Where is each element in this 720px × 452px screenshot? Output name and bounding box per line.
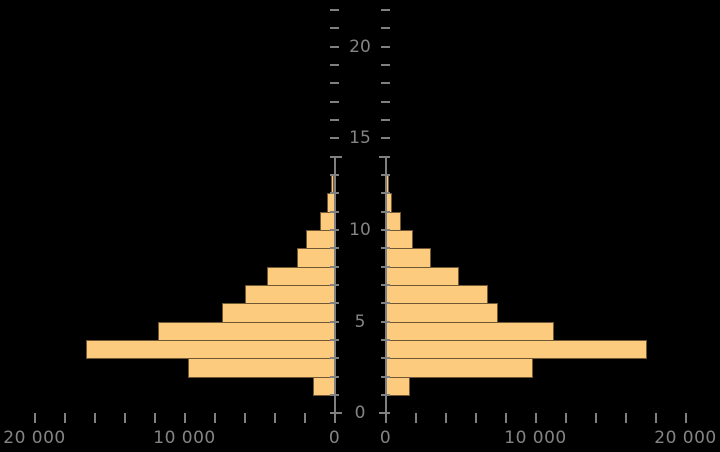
left-panel-y-tick-12	[330, 192, 339, 195]
left-panel-y-tick-3	[330, 357, 339, 360]
y-axis-tick-label-15: 15	[349, 128, 371, 149]
left-panel-y-tick-9	[330, 247, 339, 250]
bar-left-band-7-8	[267, 266, 335, 286]
left-panel-y-tick-21	[330, 27, 339, 30]
right-panel-y-tick-2	[381, 375, 390, 378]
left-panel-y-tick-18	[330, 82, 339, 85]
left-panel-y-tick-11	[330, 210, 339, 213]
right-x-tick-label-10000: 10 000	[504, 428, 567, 448]
right-x-tick-4000	[444, 413, 447, 423]
right-panel-y-tick-1	[381, 393, 390, 396]
bar-left-band-4-5	[158, 321, 335, 341]
y-axis-tick-label-5: 5	[354, 311, 366, 332]
bar-right-band-3-4	[385, 339, 647, 360]
right-panel-y-tick-9	[381, 247, 390, 250]
bar-left-band-3-4	[86, 339, 335, 360]
bar-left-band-2-3	[187, 358, 335, 378]
right-x-tick-14000	[594, 413, 597, 423]
left-panel-y-tick-6	[330, 302, 339, 305]
bar-right-band-7-8	[385, 266, 459, 286]
right-x-tick-16000	[624, 413, 627, 423]
left-x-tick-10000	[183, 413, 186, 423]
right-panel-y-tick-17	[381, 100, 390, 103]
right-panel-y-tick-13	[381, 174, 390, 176]
bar-left-band-8-9	[297, 248, 335, 268]
right-panel-y-tick-18	[381, 82, 390, 85]
right-x-tick-2000	[414, 413, 417, 423]
left-x-tick-6000	[243, 413, 246, 423]
bar-right-band-4-5	[385, 321, 554, 341]
left-panel-y-tick-22	[330, 9, 339, 12]
left-panel-y-tick-2	[330, 375, 339, 378]
left-x-tick-16000	[93, 413, 96, 423]
right-x-tick-18000	[654, 413, 657, 423]
left-x-tick-4000	[273, 413, 276, 423]
right-panel-y-tick-11	[381, 210, 390, 213]
right-panel-y-tick-10	[381, 229, 390, 231]
left-x-tick-label-20000: 20 000	[3, 428, 66, 448]
left-x-tick-label-10000: 10 000	[153, 428, 216, 448]
left-panel-y-tick-17	[330, 100, 339, 103]
left-x-tick-18000	[63, 413, 66, 423]
right-x-tick-8000	[504, 413, 507, 423]
right-x-tick-label-0: 0	[379, 428, 392, 448]
left-panel-y-tick-16	[330, 119, 339, 122]
right-x-tick-20000	[684, 413, 687, 423]
left-x-tick-12000	[153, 413, 156, 423]
left-panel-y-tick-13	[330, 174, 339, 176]
bar-left-band-5-6	[222, 303, 335, 323]
right-panel-y-tick-19	[381, 64, 390, 67]
right-x-tick-10000	[534, 413, 537, 423]
bar-right-band-6-7	[385, 284, 489, 305]
left-panel-y-tick-1	[330, 393, 339, 396]
left-panel-y-tick-4	[330, 338, 339, 341]
right-panel-y-tick-7	[381, 283, 390, 286]
left-x-tick-8000	[213, 413, 216, 423]
right-x-tick-0	[384, 413, 387, 423]
right-panel-y-tick-3	[381, 357, 390, 360]
right-panel-y-tick-5	[381, 320, 390, 323]
bar-left-band-6-7	[244, 284, 335, 305]
y-axis-tick-label-0: 0	[354, 403, 366, 424]
right-x-tick-6000	[474, 413, 477, 423]
right-panel-y-tick-4	[381, 338, 390, 341]
right-panel-y-tick-21	[381, 27, 390, 30]
right-panel-y-tick-8	[381, 265, 390, 268]
left-panel-y-tick-5	[330, 320, 339, 323]
left-x-tick-2000	[303, 413, 306, 423]
right-panel-y-tick-20	[381, 45, 390, 48]
left-panel-y-tick-19	[330, 64, 339, 67]
y-axis-tick-label-20: 20	[349, 36, 371, 57]
left-panel-y-tick-15	[330, 137, 339, 140]
bar-right-band-8-9	[385, 248, 432, 268]
right-panel-y-tick-22	[381, 9, 390, 12]
left-panel-y-tick-7	[330, 283, 339, 286]
y-axis-tick-label-10: 10	[349, 220, 371, 240]
left-x-tick-14000	[123, 413, 126, 423]
left-panel-y-tick-14	[330, 155, 339, 158]
left-x-tick-20000	[33, 413, 36, 423]
left-panel-y-tick-20	[330, 45, 339, 48]
right-panel-y-tick-16	[381, 119, 390, 122]
right-panel-y-tick-15	[381, 137, 390, 140]
left-x-tick-label-0: 0	[328, 428, 341, 448]
right-panel-y-tick-12	[381, 192, 390, 195]
bar-right-band-2-3	[385, 358, 534, 378]
right-x-tick-12000	[564, 413, 567, 423]
right-panel-y-tick-6	[381, 302, 390, 305]
right-panel-y-tick-14	[381, 155, 390, 158]
bar-right-band-5-6	[385, 303, 498, 323]
left-panel-y-tick-8	[330, 265, 339, 268]
right-x-tick-label-20000: 20 000	[654, 428, 717, 448]
left-panel-y-tick-10	[330, 229, 339, 231]
left-x-tick-0	[333, 413, 336, 423]
